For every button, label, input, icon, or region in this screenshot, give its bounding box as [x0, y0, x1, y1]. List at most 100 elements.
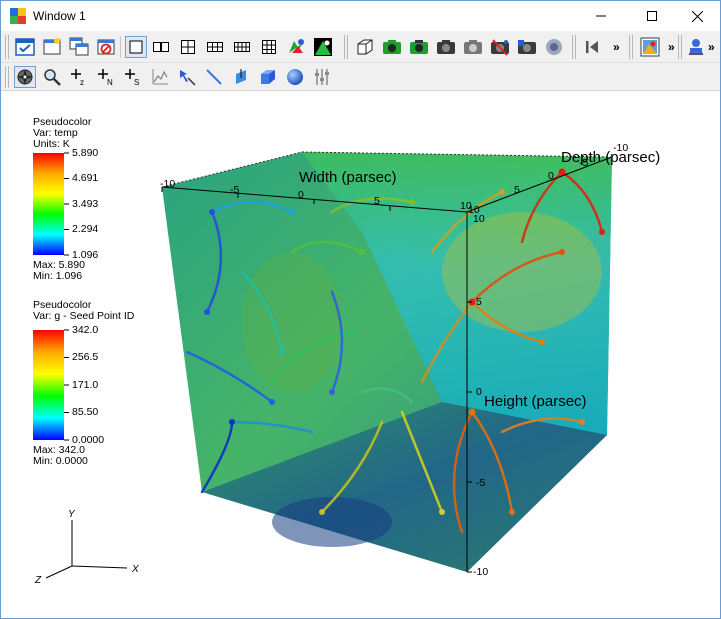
legend-temp-tick: 5.890	[72, 147, 99, 159]
box-icon[interactable]	[257, 66, 279, 88]
pick-line-icon[interactable]	[176, 66, 198, 88]
node-pick-icon[interactable]: N	[95, 66, 117, 88]
triad-y-label: Y	[68, 509, 75, 520]
width-axis-title: Width (parsec)	[299, 169, 397, 186]
active-window-icon[interactable]	[14, 36, 36, 58]
height-axis-label: -5	[476, 477, 486, 489]
legend-temp-tick: 3.493	[72, 198, 99, 210]
triad-z-label: Z	[35, 575, 42, 586]
lock-time-icon[interactable]	[312, 36, 334, 58]
legend-temp-title: Pseudocolor	[33, 116, 92, 128]
legend-seed-min: Min: 0.0000	[33, 455, 88, 467]
camera-g-icon[interactable]	[543, 36, 565, 58]
svg-text:S: S	[134, 78, 139, 86]
zoom-icon[interactable]	[41, 66, 63, 88]
legend-seed-tick: 0.0000	[72, 434, 105, 446]
window-title: Window 1	[33, 9, 86, 23]
tools-icon[interactable]	[685, 36, 707, 58]
title-bar[interactable]: Window 1	[1, 1, 720, 31]
legend-seed-tick: 256.5	[72, 351, 99, 363]
height-axis-title: Height (parsec)	[484, 393, 587, 410]
depth-axis-label: -5	[579, 157, 589, 169]
width-axis-label: -5	[230, 184, 240, 196]
render-viewport[interactable]: Pseudocolor Var: temp Units: K 5.890 4.6…	[2, 92, 720, 618]
depth-axis-label: 0	[548, 170, 554, 182]
toolbar-grip[interactable]	[344, 35, 348, 59]
camera-f-icon[interactable]	[516, 36, 538, 58]
width-axis-label: -10	[160, 178, 176, 190]
camera-d-icon[interactable]	[462, 36, 484, 58]
lock-view-icon[interactable]	[285, 36, 307, 58]
animation-back-icon[interactable]	[581, 36, 603, 58]
camera-b-icon[interactable]	[408, 36, 430, 58]
main-toolbar: » » »	[1, 31, 720, 63]
camera-c-icon[interactable]	[435, 36, 457, 58]
navigate-icon[interactable]	[14, 66, 36, 88]
legend-temp-min: Min: 1.096	[33, 270, 83, 282]
spreadsheet-pick-icon[interactable]: S	[122, 66, 144, 88]
svg-text:z: z	[80, 78, 84, 86]
toolbar-grip[interactable]	[572, 35, 576, 59]
sphere-icon[interactable]	[284, 66, 306, 88]
plot-list-icon[interactable]	[639, 36, 661, 58]
interaction-toolbar: z N S	[1, 63, 720, 91]
scene-canvas	[161, 151, 613, 573]
layout-3x2-icon[interactable]	[231, 36, 253, 58]
legend-temp-tick: 2.294	[72, 223, 99, 235]
toolbar-grip[interactable]	[678, 35, 682, 59]
clone-window-icon[interactable]	[68, 36, 90, 58]
legend-temp-var: Var: temp	[33, 127, 78, 139]
svg-text:N: N	[107, 78, 113, 86]
toolbar-overflow-button[interactable]: »	[668, 40, 675, 54]
legend-seed-var: Var: g - Seed Point ID	[33, 310, 135, 322]
toolbar-separator	[120, 36, 121, 58]
legend-seed-colorbar	[33, 330, 64, 440]
legend-temp-units: Units: K	[33, 138, 70, 150]
camera-a-icon[interactable]	[381, 36, 403, 58]
minimize-button[interactable]	[578, 1, 624, 31]
delete-window-icon[interactable]	[95, 36, 117, 58]
legend-temp-tick: 1.096	[72, 249, 99, 261]
legend-seed-tick: 342.0	[72, 324, 99, 336]
height-axis-label: 10	[473, 213, 485, 225]
plane-icon[interactable]	[230, 66, 252, 88]
layout-2x2-icon[interactable]	[177, 36, 199, 58]
toolbar-grip[interactable]	[5, 35, 9, 59]
width-axis-label: 10	[468, 204, 480, 216]
width-axis-label: 0	[298, 189, 304, 201]
depth-axis-label: -10	[613, 142, 629, 154]
layout-1x1-icon[interactable]	[125, 36, 147, 58]
width-axis-label: 5	[374, 195, 380, 207]
height-axis-label: 5	[476, 296, 482, 308]
height-axis-label: 0	[476, 386, 482, 398]
toolbar-grip[interactable]	[5, 66, 9, 88]
maximize-button[interactable]	[629, 1, 675, 31]
line-icon[interactable]	[203, 66, 225, 88]
triad-x-label: X	[132, 564, 139, 575]
zone-pick-icon[interactable]: z	[68, 66, 90, 88]
app-icon	[10, 8, 26, 24]
legend-temp-ticks	[64, 152, 69, 256]
toolbar-overflow-button[interactable]: »	[708, 40, 715, 54]
axis-triad	[45, 520, 128, 579]
toolbar-overflow-button[interactable]: »	[613, 40, 620, 54]
depth-axis-title: Depth (parsec)	[561, 149, 661, 166]
close-button[interactable]	[674, 1, 720, 31]
legend-seed-tick: 171.0	[72, 379, 99, 391]
perspective-icon[interactable]	[354, 36, 376, 58]
lineout-icon[interactable]	[149, 66, 171, 88]
legend-temp-colorbar	[33, 153, 64, 255]
legend-seed-title: Pseudocolor	[33, 299, 92, 311]
depth-axis-label: 5	[514, 184, 520, 196]
axis-restrict-icon[interactable]	[311, 66, 333, 88]
layout-2x3-icon[interactable]	[204, 36, 226, 58]
legend-seed-tick: 85.50	[72, 406, 99, 418]
new-window-icon[interactable]	[41, 36, 63, 58]
camera-e-icon[interactable]	[489, 36, 511, 58]
height-axis-label: -10	[473, 566, 489, 578]
layout-1x2-icon[interactable]	[150, 36, 172, 58]
layout-3x3-icon[interactable]	[258, 36, 280, 58]
legend-temp-tick: 4.691	[72, 172, 99, 184]
toolbar-grip[interactable]	[629, 35, 633, 59]
